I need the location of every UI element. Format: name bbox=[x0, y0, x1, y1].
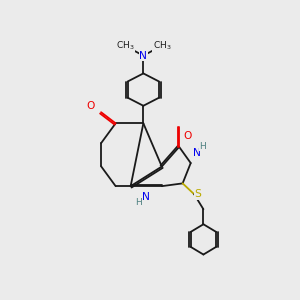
Text: N: N bbox=[140, 51, 147, 61]
Text: CH$_3$: CH$_3$ bbox=[152, 40, 171, 52]
Text: H: H bbox=[199, 142, 206, 151]
Text: S: S bbox=[195, 189, 202, 199]
Text: H: H bbox=[135, 198, 142, 207]
Text: O: O bbox=[87, 101, 95, 111]
Text: N: N bbox=[193, 148, 200, 158]
Text: O: O bbox=[183, 131, 191, 141]
Text: CH$_3$: CH$_3$ bbox=[116, 40, 134, 52]
Text: N: N bbox=[142, 191, 150, 202]
